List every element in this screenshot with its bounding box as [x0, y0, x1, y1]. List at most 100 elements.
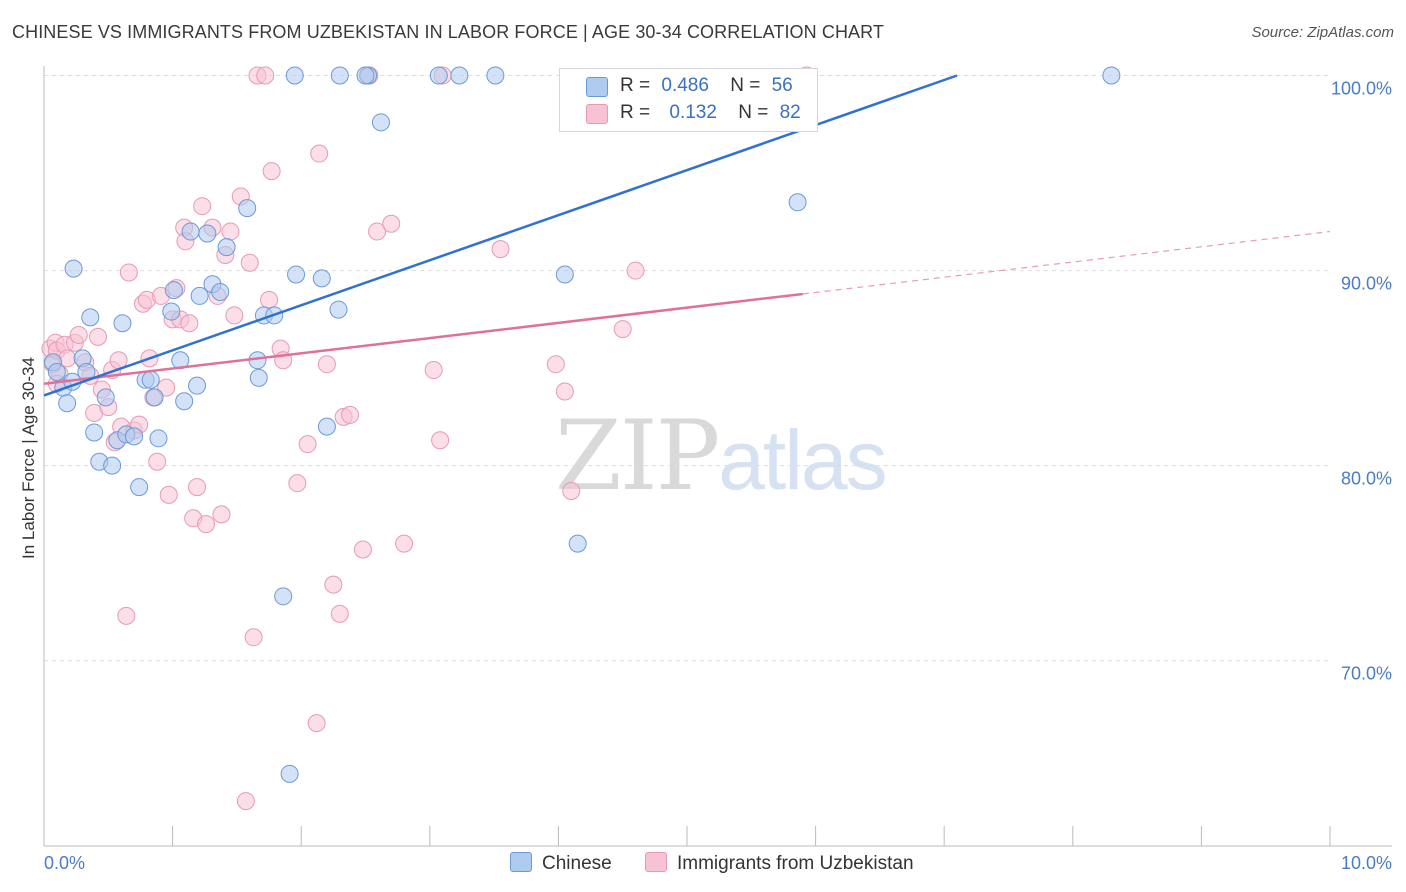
chart-title: CHINESE VS IMMIGRANTS FROM UZBEKISTAN IN…	[12, 22, 885, 42]
legend-r-value: 0.486	[661, 75, 709, 96]
point-uzbekistan	[193, 197, 212, 216]
point-uzbekistan	[236, 792, 255, 811]
point-uzbekistan	[180, 314, 199, 333]
watermark-zip: ZIP	[555, 400, 720, 512]
point-uzbekistan	[157, 378, 176, 397]
point-uzbekistan	[546, 355, 565, 374]
point-chinese	[1102, 66, 1121, 85]
legend-n-value: 56	[771, 75, 793, 96]
y-tick-label: 90.0%	[1341, 274, 1392, 294]
point-chinese	[149, 429, 168, 448]
point-uzbekistan	[117, 606, 136, 625]
point-uzbekistan	[555, 382, 574, 401]
point-chinese	[145, 388, 164, 407]
point-chinese	[555, 265, 574, 284]
point-chinese	[130, 478, 149, 497]
point-chinese	[285, 66, 304, 85]
point-chinese	[356, 66, 375, 85]
point-uzbekistan	[197, 515, 216, 534]
legend-stats-chinese: R = 0.486 N = 56	[620, 75, 793, 97]
point-uzbekistan	[225, 306, 244, 325]
point-chinese	[162, 302, 181, 321]
point-chinese	[788, 193, 807, 212]
point-uzbekistan	[324, 575, 343, 594]
point-chinese	[188, 376, 207, 395]
legend-stats-uzbek: R = 0.132 N = 82	[620, 102, 801, 124]
point-chinese	[287, 265, 306, 284]
point-chinese	[164, 281, 183, 300]
point-chinese	[96, 388, 115, 407]
point-uzbekistan	[330, 604, 349, 623]
point-chinese	[113, 314, 132, 333]
point-uzbekistan	[244, 628, 263, 647]
point-chinese	[175, 392, 194, 411]
bottom-legend-uzbek: Immigrants from Uzbekistan	[645, 852, 914, 876]
legend-r-label: R =	[620, 102, 651, 123]
point-uzbekistan	[382, 214, 401, 233]
point-chinese	[217, 238, 236, 257]
point-uzbekistan	[424, 361, 443, 380]
point-chinese	[486, 66, 505, 85]
legend-r-label: R =	[620, 75, 651, 96]
point-uzbekistan	[395, 534, 414, 553]
point-chinese	[211, 283, 230, 302]
bottom-label-uzbek: Immigrants from Uzbekistan	[677, 853, 914, 874]
point-chinese	[141, 370, 160, 389]
bottom-swatch-uzbek	[645, 852, 667, 872]
legend-n-label: N =	[738, 102, 769, 123]
legend-swatch-chinese	[586, 77, 608, 97]
point-uzbekistan	[119, 263, 138, 282]
trend-line-uzbekistan-extension	[802, 230, 1331, 295]
point-chinese	[103, 456, 122, 475]
point-uzbekistan	[298, 435, 317, 454]
point-chinese	[58, 394, 77, 413]
point-uzbekistan	[69, 325, 88, 344]
point-chinese	[47, 363, 66, 381]
legend-r-value: 0.132	[669, 102, 717, 123]
axes	[43, 66, 1392, 847]
point-uzbekistan	[288, 474, 307, 493]
watermark-atlas: atlas	[718, 413, 887, 507]
bottom-label-chinese: Chinese	[542, 853, 612, 874]
point-chinese	[568, 534, 587, 553]
point-uzbekistan	[221, 222, 240, 241]
point-chinese	[81, 308, 100, 327]
point-chinese	[181, 222, 200, 241]
point-uzbekistan	[317, 355, 336, 374]
point-chinese	[429, 66, 448, 85]
point-chinese	[249, 368, 268, 387]
point-uzbekistan	[353, 540, 372, 559]
point-chinese	[312, 269, 331, 288]
point-uzbekistan	[89, 327, 108, 346]
point-uzbekistan	[626, 261, 645, 280]
point-chinese	[274, 587, 293, 606]
point-uzbekistan	[562, 481, 581, 500]
point-uzbekistan	[159, 485, 178, 504]
grid-lines	[44, 75, 1330, 662]
source-credit: Source: ZipAtlas.com	[1251, 24, 1394, 41]
watermark: ZIPatlas	[555, 400, 888, 512]
point-uzbekistan	[431, 431, 450, 450]
y-tick-label: 80.0%	[1341, 469, 1392, 489]
point-uzbekistan	[310, 144, 329, 163]
point-uzbekistan	[262, 162, 281, 181]
point-chinese	[125, 427, 144, 446]
point-chinese	[330, 66, 349, 85]
point-chinese	[198, 224, 217, 243]
y-tick-label: 100.0%	[1331, 79, 1392, 99]
legend-swatch-uzbek	[586, 104, 608, 124]
legend-n-value: 82	[779, 102, 801, 123]
point-chinese	[190, 286, 209, 305]
legend-n-label: N =	[730, 75, 761, 96]
x-tick-label: 0.0%	[44, 853, 85, 873]
y-axis-label: In Labor Force | Age 30-34	[19, 357, 38, 559]
point-chinese	[317, 417, 336, 436]
point-uzbekistan	[256, 66, 275, 85]
point-chinese	[64, 259, 83, 278]
x-tick-label: 10.0%	[1341, 853, 1392, 873]
trend-line-uzbekistan	[43, 292, 803, 385]
point-uzbekistan	[188, 478, 207, 497]
point-chinese	[85, 423, 104, 442]
point-chinese	[280, 764, 299, 783]
